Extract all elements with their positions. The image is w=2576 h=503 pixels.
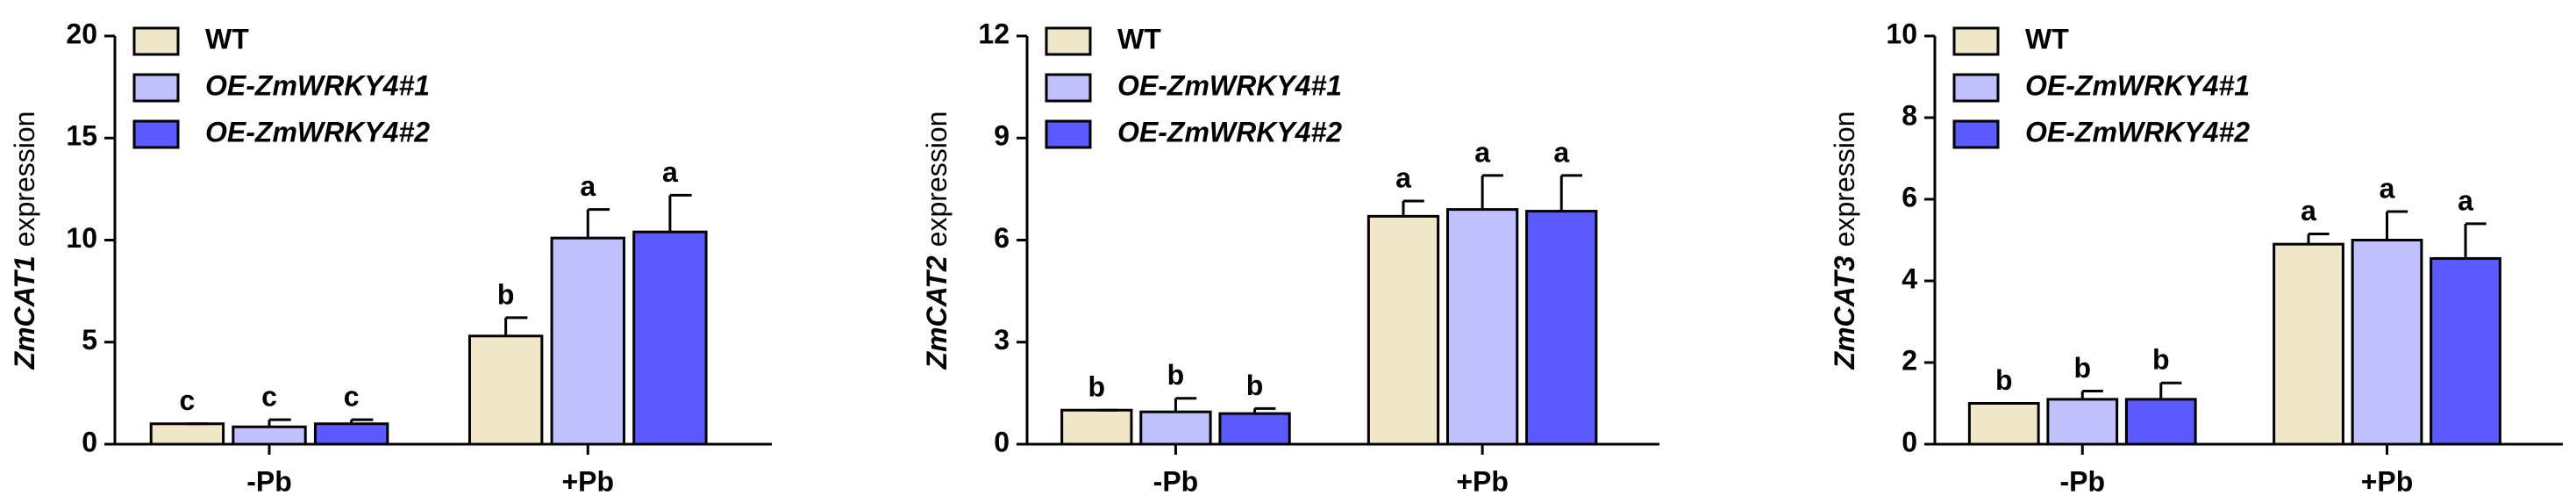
y-label-gene: ZmCAT1 bbox=[9, 255, 40, 370]
y-tick-label: 0 bbox=[1902, 426, 1917, 457]
panel: 0 5 10 15 20 ZmCAT1 expression -Pb c c c +Pb b a a WT OE… bbox=[9, 18, 772, 497]
x-tick-label: -Pb bbox=[1153, 465, 1199, 497]
significance-letter: a bbox=[580, 170, 596, 202]
bar bbox=[1139, 410, 1212, 446]
legend-label: OE-ZmWRKY4#1 bbox=[1117, 69, 1342, 101]
y-label-text: expression bbox=[921, 111, 953, 248]
legend-swatch bbox=[132, 73, 180, 103]
y-tick-label: 5 bbox=[82, 324, 97, 356]
y-tick-label: 6 bbox=[994, 222, 1010, 254]
bar bbox=[2124, 398, 2197, 446]
legend-swatch bbox=[132, 26, 180, 56]
bar bbox=[313, 422, 389, 446]
legend-swatch bbox=[1952, 119, 2000, 149]
legend-swatch bbox=[132, 119, 180, 149]
bar bbox=[1366, 214, 1440, 446]
bar bbox=[632, 230, 708, 446]
y-tick-label: 9 bbox=[994, 120, 1010, 152]
significance-letter: c bbox=[261, 381, 277, 413]
legend-label: OE-ZmWRKY4#2 bbox=[1117, 116, 1342, 147]
legend-label: WT bbox=[2025, 23, 2069, 54]
bar bbox=[550, 236, 625, 446]
bar bbox=[1218, 412, 1291, 446]
y-tick-label: 2 bbox=[1902, 344, 1917, 376]
legend-label: WT bbox=[1117, 23, 1161, 54]
significance-letter: a bbox=[1553, 136, 1569, 168]
bar bbox=[1967, 402, 2040, 446]
legend-swatch bbox=[1045, 119, 1092, 149]
y-tick-label: 0 bbox=[994, 426, 1010, 457]
bar bbox=[1445, 208, 1519, 446]
significance-letter: a bbox=[2380, 172, 2395, 204]
bar bbox=[232, 425, 307, 446]
y-tick-label: 12 bbox=[978, 18, 1010, 49]
x-tick-label: -Pb bbox=[246, 465, 292, 497]
legend-swatch bbox=[1045, 26, 1092, 56]
legend-label: WT bbox=[205, 23, 249, 54]
legend-label: OE-ZmWRKY4#2 bbox=[2025, 116, 2250, 147]
y-label-gene: ZmCAT2 bbox=[921, 255, 953, 370]
significance-letter: b bbox=[2152, 344, 2170, 376]
y-tick-label: 20 bbox=[66, 18, 97, 49]
y-tick-label: 15 bbox=[66, 120, 97, 152]
significance-letter: b bbox=[2073, 352, 2091, 384]
significance-letter: c bbox=[344, 381, 360, 413]
significance-letter: c bbox=[179, 384, 195, 416]
y-tick-label: 3 bbox=[994, 324, 1010, 356]
bar bbox=[467, 334, 544, 446]
significance-letter: a bbox=[1395, 162, 1411, 193]
significance-letter: a bbox=[1474, 136, 1490, 168]
y-label-text: expression bbox=[1829, 111, 1860, 248]
bar bbox=[2430, 256, 2501, 446]
x-tick-label: -Pb bbox=[2059, 465, 2105, 497]
legend-label: OE-ZmWRKY4#2 bbox=[205, 116, 430, 147]
legend-label: OE-ZmWRKY4#1 bbox=[2025, 69, 2250, 101]
significance-letter: b bbox=[1995, 364, 2013, 396]
panel: 0 2 4 6 8 10 ZmCAT3 expression -Pb b b b +Pb a a a WT OE-… bbox=[1829, 18, 2563, 497]
significance-letter: a bbox=[662, 156, 678, 188]
bar bbox=[149, 422, 225, 446]
significance-letter: a bbox=[2458, 184, 2473, 216]
bar bbox=[1060, 408, 1133, 446]
significance-letter: b bbox=[1167, 359, 1185, 391]
bar bbox=[2351, 239, 2423, 446]
bar bbox=[1525, 210, 1598, 446]
bar bbox=[2273, 242, 2344, 446]
y-tick-label: 6 bbox=[1902, 181, 1917, 212]
y-tick-label: 8 bbox=[1902, 99, 1917, 131]
significance-letter: a bbox=[2301, 195, 2316, 226]
legend-swatch bbox=[1952, 26, 2000, 56]
y-axis-label: ZmCAT3 expression bbox=[1829, 111, 1860, 370]
y-tick-label: 10 bbox=[66, 222, 97, 254]
panel: 0 3 6 9 12 ZmCAT2 expression -Pb b b b +Pb a a a WT OE-Z… bbox=[921, 18, 1659, 497]
y-tick-label: 4 bbox=[1902, 262, 1917, 294]
significance-letter: b bbox=[1246, 370, 1264, 401]
x-tick-label: +Pb bbox=[2361, 465, 2414, 497]
y-tick-label: 0 bbox=[82, 426, 97, 457]
bar bbox=[2046, 398, 2119, 446]
x-tick-label: +Pb bbox=[1456, 465, 1509, 497]
x-tick-label: +Pb bbox=[561, 465, 614, 497]
y-label-text: expression bbox=[9, 111, 40, 248]
legend-label: OE-ZmWRKY4#1 bbox=[205, 69, 430, 101]
significance-letter: b bbox=[1088, 371, 1106, 403]
y-label-gene: ZmCAT3 bbox=[1829, 255, 1860, 370]
y-axis-label: ZmCAT1 expression bbox=[9, 111, 40, 370]
legend-swatch bbox=[1952, 73, 2000, 103]
significance-letter: b bbox=[497, 278, 515, 310]
y-tick-label: 10 bbox=[1886, 18, 1917, 49]
legend-swatch bbox=[1045, 73, 1092, 103]
y-axis-label: ZmCAT2 expression bbox=[921, 111, 953, 370]
